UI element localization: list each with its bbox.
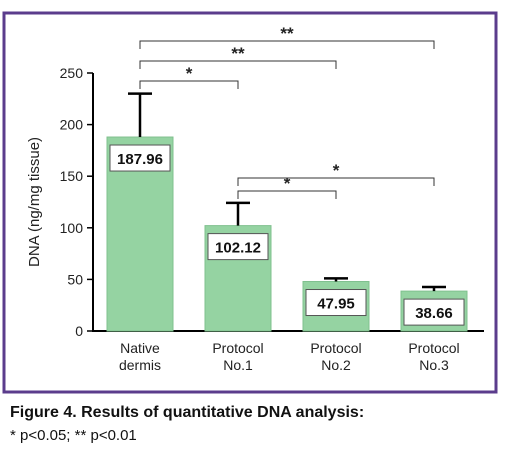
error-bar	[226, 201, 250, 226]
error-bar	[128, 92, 152, 138]
error-bar	[324, 277, 348, 282]
value-label: 187.96	[117, 151, 163, 168]
significance-label: *	[333, 161, 340, 180]
significance-bracket	[139, 80, 239, 89]
y-tick-label: 200	[60, 117, 84, 133]
significance-label: *	[186, 64, 193, 83]
significance-label: *	[284, 174, 291, 193]
value-label: 102.12	[215, 240, 261, 257]
x-tick-label: Protocol No.2	[310, 340, 361, 373]
caption-title: Figure 4. Results of quantitative DNA an…	[10, 404, 364, 421]
significance-bracket	[139, 40, 435, 49]
x-tick-label: Protocol No.1	[212, 340, 263, 373]
y-tick-label: 100	[60, 220, 84, 236]
y-tick-label: 50	[67, 271, 83, 287]
value-label-box	[109, 144, 171, 172]
value-label: 38.66	[415, 305, 453, 322]
significance-bracket	[237, 190, 337, 199]
x-tick-label: Native dermis	[119, 340, 161, 373]
significance-bracket	[139, 60, 337, 69]
y-tick-label: 150	[60, 168, 84, 184]
error-bar	[422, 285, 446, 292]
y-tick-label: 0	[75, 323, 83, 339]
value-label: 47.95	[317, 296, 355, 313]
significance-label: **	[280, 24, 294, 43]
y-tick-label: 250	[60, 65, 84, 81]
value-label-box	[207, 233, 269, 261]
y-axis-label: DNA (ng/mg tissue)	[26, 137, 43, 267]
value-label-box	[305, 289, 367, 317]
x-tick-label: Protocol No.3	[408, 340, 459, 373]
significance-bracket	[237, 177, 435, 186]
significance-label: **	[231, 44, 245, 63]
caption-note: * p<0.05; ** p<0.01	[10, 427, 137, 444]
value-label-box	[403, 298, 465, 326]
